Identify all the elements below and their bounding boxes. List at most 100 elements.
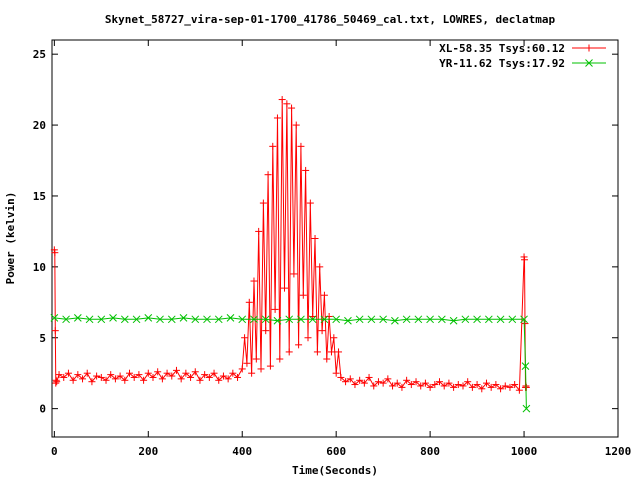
data-point — [182, 369, 190, 377]
data-point — [367, 315, 376, 324]
data-point — [238, 315, 247, 324]
data-point — [379, 315, 387, 324]
data-point — [121, 376, 129, 384]
data-point — [426, 383, 434, 391]
data-point — [116, 372, 124, 380]
data-point — [473, 381, 481, 389]
data-point — [508, 315, 517, 324]
data-point — [431, 381, 439, 389]
data-point — [521, 362, 530, 370]
data-point — [355, 315, 364, 324]
data-point — [454, 381, 462, 389]
data-point — [201, 371, 209, 379]
data-point — [330, 334, 338, 342]
data-point — [177, 375, 185, 383]
data-point — [250, 315, 258, 324]
data-point — [484, 315, 493, 324]
y-tick-label: 5 — [39, 332, 46, 345]
data-point — [344, 316, 352, 325]
data-point — [304, 334, 312, 342]
data-point — [278, 96, 286, 104]
data-point — [311, 235, 319, 242]
data-point — [154, 368, 162, 376]
data-point — [440, 382, 448, 390]
data-point — [97, 315, 106, 324]
y-tick-label: 25 — [33, 48, 46, 61]
data-point — [522, 404, 531, 413]
data-point — [257, 365, 265, 373]
data-point — [288, 104, 296, 112]
data-point — [332, 315, 341, 324]
data-point — [140, 376, 148, 384]
x-tick-label: 600 — [326, 445, 346, 458]
data-point — [126, 369, 134, 377]
data-point — [487, 383, 495, 391]
series-1 — [50, 314, 531, 413]
data-point — [276, 355, 284, 363]
data-point — [132, 315, 141, 324]
x-tick-label: 1200 — [605, 445, 632, 458]
data-point — [262, 327, 270, 335]
data-point — [402, 315, 411, 324]
data-point — [88, 378, 96, 386]
data-point — [259, 199, 267, 207]
data-point — [496, 315, 505, 324]
data-point — [93, 372, 101, 380]
data-point — [191, 315, 200, 324]
data-point — [384, 375, 392, 383]
data-point — [515, 386, 523, 394]
data-point — [297, 142, 305, 150]
data-point — [478, 385, 486, 393]
legend-marker — [585, 44, 593, 52]
data-point — [520, 315, 528, 324]
data-point — [215, 376, 223, 384]
data-point — [299, 291, 307, 299]
data-point — [306, 199, 314, 207]
data-point — [51, 249, 59, 257]
data-point — [60, 373, 68, 381]
data-point — [191, 368, 199, 376]
data-point — [264, 171, 272, 179]
data-point — [421, 379, 429, 387]
y-tick-label: 0 — [39, 403, 46, 416]
data-point — [320, 315, 329, 324]
data-point — [414, 315, 423, 324]
data-point — [283, 100, 291, 108]
data-point — [196, 376, 204, 384]
data-point — [389, 382, 397, 390]
data-point — [172, 366, 180, 374]
data-point — [374, 378, 382, 386]
data-point — [273, 114, 281, 122]
data-point — [290, 270, 298, 278]
data-point — [323, 355, 331, 363]
data-point — [51, 327, 59, 335]
data-point — [346, 375, 354, 383]
data-point — [214, 315, 223, 324]
data-point — [55, 371, 63, 379]
data-point — [281, 284, 289, 292]
data-point — [158, 375, 166, 383]
data-point — [167, 315, 176, 324]
data-point — [224, 375, 232, 383]
data-point — [210, 369, 218, 377]
data-point — [308, 315, 317, 324]
data-point — [163, 369, 171, 377]
data-point — [73, 314, 82, 322]
data-point — [53, 378, 61, 386]
data-point — [226, 314, 235, 322]
data-point — [285, 315, 294, 324]
data-point — [459, 382, 467, 390]
data-point — [342, 378, 350, 386]
data-point — [332, 369, 340, 377]
data-point — [297, 315, 305, 324]
data-point — [360, 379, 368, 387]
data-point — [316, 263, 324, 271]
data-point — [250, 277, 258, 285]
data-point — [426, 315, 434, 324]
x-tick-label: 800 — [420, 445, 440, 458]
legend: XL-58.35 Tsys:60.12 YR-11.62 Tsys:17.92 — [439, 42, 606, 70]
y-axis-ticks: 0 5 10 15 20 25 — [33, 48, 618, 416]
data-point — [241, 334, 249, 342]
data-point — [85, 315, 94, 324]
